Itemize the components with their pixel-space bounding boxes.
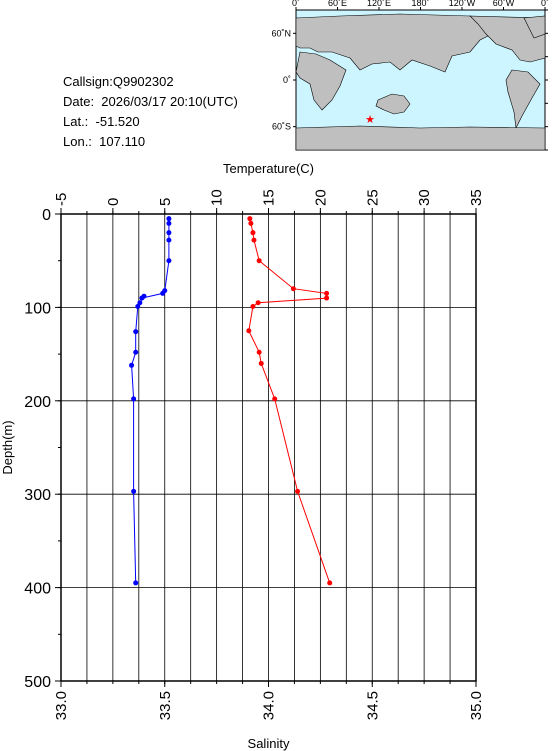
map-lon-label: 120˚W [449,0,476,8]
temperature-point [290,286,296,292]
depth-tick-label: 0 [42,207,51,224]
temperature-point [258,360,264,366]
temperature-tick-label: 0 [105,198,122,206]
world-map: 0˚ 60˚E 120˚E 180˚ 120˚W 60˚W 0˚ 60˚N 0˚ 60˚S ★ [271,0,549,151]
temperature-point [255,300,261,306]
salinity-point [141,293,147,299]
salinity-point [166,258,172,264]
salinity-tick-label: 35.0 [468,691,485,720]
temperature-tick-label: -5 [53,193,70,206]
depth-tick-label: 200 [24,394,51,411]
salinity-tick-label: 34.0 [261,691,278,720]
temperature-point [251,237,257,243]
salinity-tick-label: 34.5 [364,691,381,720]
land-north-america [469,15,546,63]
temperature-point [250,230,256,236]
depth-tick-label: 100 [24,300,51,317]
series-layer [129,216,333,586]
temperature-point [256,258,262,264]
date-text: Date: 2026/03/17 20:10(UTC) [63,94,238,109]
map-lon-label: 180˚ [411,0,429,8]
salinity-point [166,237,172,243]
map-lon-label: 120˚E [367,0,391,8]
salinity-point [131,488,137,494]
temperature-tick-label: 35 [468,189,485,206]
temperature-point [295,488,301,494]
map-lon-label: 0˚ [292,0,300,8]
salinity-point [166,230,172,236]
temperature-point [256,349,262,355]
map-lat-label: 60˚S [272,122,291,132]
temperature-point [250,303,256,309]
callsign-text: Callsign:Q9902302 [63,74,174,89]
salinity-point [133,580,139,586]
land-antarctica [295,125,546,151]
latitude-text: Lat.: -51.520 [63,114,140,129]
temperature-point [248,220,254,226]
longitude-text: Lon.: 107.110 [63,134,146,149]
salinity-point [160,290,166,296]
land-australia [375,93,411,115]
land-greenland [523,15,546,39]
salinity-tick-label: 33.0 [53,691,70,720]
map-land [295,13,546,151]
temperature-tick-label: 30 [416,189,433,206]
temperature-point [272,396,278,402]
map-lat-label: 0˚ [283,75,291,85]
temperature-point [246,328,252,334]
salinity-point [166,216,172,222]
temperature-tick-label: 10 [209,189,226,206]
temperature-point [324,295,330,301]
temperature-tick-label: 20 [312,189,329,206]
temperature-tick-label: 15 [261,189,278,206]
salinity-point [166,220,172,226]
land-africa [295,51,347,111]
depth-tick-label: 400 [24,581,51,598]
map-lon-label: 60˚W [493,0,515,8]
salinity-point [131,396,137,402]
float-info: Callsign:Q9902302 Date: 2026/03/17 20:10… [63,72,238,152]
temperature-tick-label: 5 [157,198,174,206]
depth-axis-label: Depth(m) [0,420,15,474]
salinity-axis-label: Salinity [248,736,290,751]
salinity-point [137,300,143,306]
salinity-point [135,303,141,309]
map-lat-label: 60˚N [271,28,291,38]
map-lon-label: 0˚ [541,0,549,8]
land-south-america [505,69,541,130]
salinity-tick-label: 33.5 [157,691,174,720]
map-lon-label: 60˚E [328,0,347,8]
chart-grid [60,213,477,682]
temperature-line [248,218,331,584]
temperature-point [247,216,253,222]
salinity-point [129,362,135,368]
temperature-axis-label: Temperature(C) [223,161,314,176]
temperature-point [324,290,330,296]
float-location-marker: ★ [365,114,375,126]
salinity-point [133,349,139,355]
temperature-point [327,580,333,586]
depth-tick-label: 300 [24,487,51,504]
temperature-tick-label: 25 [364,189,381,206]
depth-tick-label: 500 [24,674,51,691]
salinity-point [133,329,139,335]
